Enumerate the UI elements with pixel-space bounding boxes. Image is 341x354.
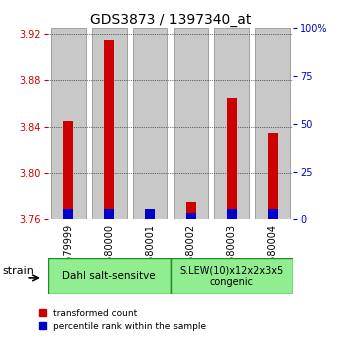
Bar bbox=[214, 28, 249, 219]
Bar bbox=[268, 209, 278, 219]
Bar bbox=[92, 28, 127, 219]
Bar bbox=[48, 258, 170, 294]
Bar bbox=[170, 258, 293, 294]
Bar bbox=[255, 28, 290, 219]
Bar bbox=[145, 217, 155, 219]
Bar bbox=[51, 28, 86, 219]
Bar bbox=[268, 133, 278, 219]
Text: S.LEW(10)x12x2x3x5
congenic: S.LEW(10)x12x2x3x5 congenic bbox=[180, 265, 284, 287]
Bar bbox=[104, 209, 114, 219]
Bar bbox=[133, 28, 167, 219]
Bar bbox=[63, 121, 73, 219]
Bar bbox=[174, 28, 208, 219]
Bar bbox=[227, 209, 237, 219]
Text: Dahl salt-sensitve: Dahl salt-sensitve bbox=[62, 271, 156, 281]
Bar bbox=[227, 98, 237, 219]
Text: strain: strain bbox=[2, 266, 34, 276]
Bar bbox=[186, 213, 196, 219]
Bar bbox=[145, 209, 155, 219]
Legend: transformed count, percentile rank within the sample: transformed count, percentile rank withi… bbox=[39, 309, 206, 331]
Bar bbox=[186, 202, 196, 219]
Bar bbox=[63, 209, 73, 219]
Title: GDS3873 / 1397340_at: GDS3873 / 1397340_at bbox=[90, 13, 251, 27]
Bar bbox=[104, 40, 114, 219]
